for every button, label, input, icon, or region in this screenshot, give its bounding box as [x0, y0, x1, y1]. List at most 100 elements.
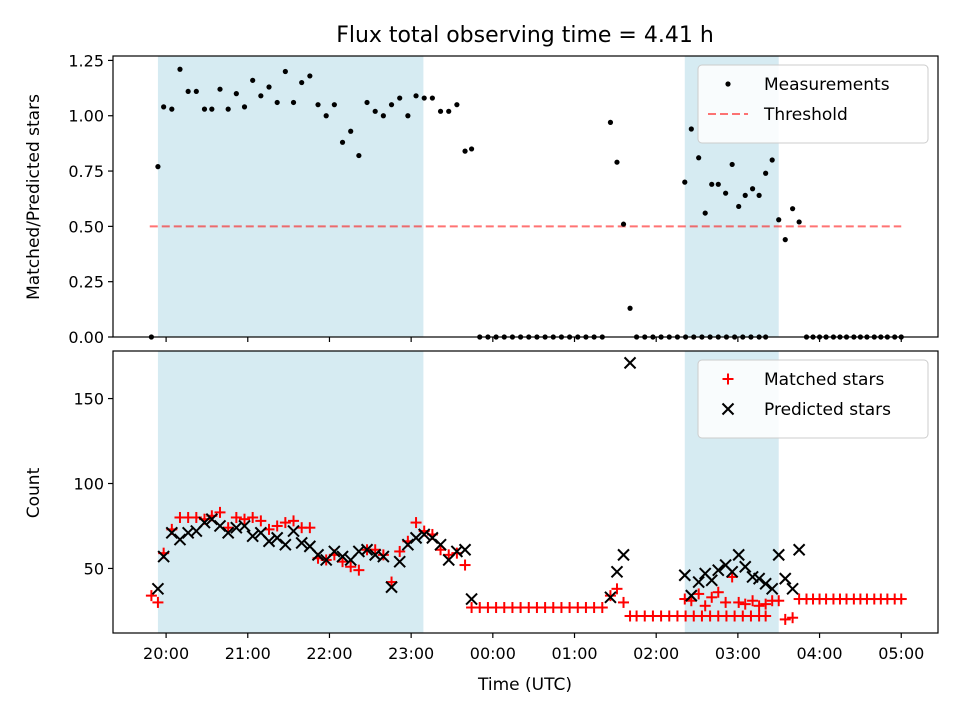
- top-y-axis-label: Matched/Predicted stars: [24, 94, 44, 300]
- point-dot-90: [763, 170, 769, 176]
- point-dot-88: [749, 186, 756, 192]
- legend-label: Predicted stars: [764, 400, 891, 420]
- point-plus-17: [279, 517, 291, 529]
- point-dot-87: [742, 192, 748, 198]
- x-tick-label: 20:00: [143, 644, 189, 663]
- top-panel: 0.00 0.25 0.50 0.75 1.00 1.25 Measurements Thre…: [68, 51, 939, 347]
- point-dot-17: [282, 68, 288, 75]
- point-plus-10: [222, 522, 234, 534]
- x-tick-label: 05:00: [878, 644, 924, 663]
- point-x-18: [295, 536, 308, 550]
- point-dot-89: [756, 192, 762, 198]
- point-x-41: [610, 565, 624, 579]
- point-dot-12: [241, 104, 248, 110]
- point-plus-92: [773, 595, 785, 607]
- point-dot-78: [682, 179, 688, 185]
- point-dot-86: [736, 203, 742, 210]
- point-x-9: [221, 526, 235, 539]
- point-dot-6: [193, 88, 199, 95]
- point-x-33: [418, 528, 431, 541]
- point-plus-110: [895, 593, 907, 605]
- point-dot-40: [468, 146, 475, 152]
- point-x-58: [772, 548, 785, 562]
- point-dot-27: [364, 99, 370, 106]
- point-x-45: [685, 589, 698, 602]
- point-plus-56: [596, 602, 608, 614]
- point-x-61: [792, 543, 806, 556]
- x-tick-label: 00:00: [470, 644, 516, 663]
- bottom-y-tick-label: 100: [73, 475, 104, 494]
- point-x-29: [385, 580, 398, 594]
- point-plus-84: [720, 596, 732, 608]
- point-dot-80: [696, 155, 702, 161]
- point-dot-21: [315, 102, 321, 108]
- point-x-17: [287, 524, 300, 538]
- point-plus-36: [435, 544, 447, 556]
- point-plus-39: [459, 559, 471, 571]
- point-dot-91: [769, 157, 775, 163]
- x-tick-label: 03:00: [715, 644, 761, 663]
- top-y-tick-label: 0.75: [68, 162, 104, 181]
- point-dot-33: [413, 93, 419, 99]
- point-dot-11: [233, 91, 239, 97]
- point-plus-77: [760, 610, 772, 622]
- top-y-tick-label: 1.00: [68, 107, 104, 126]
- point-x-32: [409, 531, 423, 545]
- point-plus-12: [239, 513, 251, 525]
- point-x-49: [712, 563, 725, 577]
- point-x-46: [692, 575, 705, 589]
- x-tick-label: 04:00: [797, 644, 843, 663]
- point-dot-36: [437, 108, 444, 114]
- point-x-1: [157, 550, 170, 563]
- point-plus-29: [377, 549, 389, 561]
- point-dot-84: [723, 190, 729, 196]
- point-plus-86: [733, 596, 745, 608]
- point-dot-3: [169, 106, 175, 112]
- top-y-tick-label: 0.25: [68, 273, 104, 292]
- point-x-28: [377, 550, 390, 563]
- point-x-44: [678, 569, 691, 582]
- point-plus-28: [369, 544, 381, 556]
- point-x-52: [732, 548, 745, 562]
- point-dot-31: [397, 95, 403, 101]
- point-plus-0: [145, 590, 157, 602]
- point-plus-1: [152, 596, 164, 608]
- point-dot-5: [185, 88, 191, 95]
- point-x-42: [617, 548, 630, 562]
- point-plus-85: [726, 571, 738, 583]
- point-x-48: [705, 574, 718, 587]
- point-x-57: [765, 582, 779, 596]
- point-dot-25: [348, 128, 354, 134]
- point-x-60: [786, 582, 799, 596]
- top-legend: Measurements Threshold: [697, 64, 929, 144]
- point-dot-16: [274, 99, 280, 106]
- point-dot-85: [729, 161, 735, 168]
- point-plus-13: [247, 511, 259, 523]
- point-plus-81: [699, 600, 711, 612]
- point-dot-18: [290, 99, 297, 106]
- point-plus-88: [747, 595, 759, 607]
- point-dot-82: [709, 181, 715, 187]
- point-dot-58: [614, 159, 620, 165]
- point-dot-83: [715, 181, 721, 187]
- point-plus-57: [604, 590, 616, 602]
- point-dot-4: [177, 66, 183, 72]
- point-x-12: [246, 529, 259, 543]
- point-plus-59: [618, 596, 630, 608]
- x-tick-label: 23:00: [388, 644, 434, 663]
- legend-box: [697, 64, 929, 144]
- top-y-tick-label: 0.00: [68, 328, 104, 347]
- legend-dot-swatch: [725, 81, 731, 87]
- point-x-51: [725, 565, 739, 579]
- series-measurements: [148, 66, 904, 340]
- point-dot-59: [620, 221, 627, 227]
- point-plus-33: [410, 517, 422, 529]
- bottom-legend: Matched stars Predicted stars: [697, 359, 929, 439]
- point-dot-28: [372, 108, 378, 114]
- point-plus-26: [353, 564, 365, 576]
- point-dot-19: [299, 79, 305, 86]
- point-dot-29: [380, 113, 386, 119]
- point-plus-58: [611, 583, 623, 595]
- point-x-53: [739, 560, 752, 573]
